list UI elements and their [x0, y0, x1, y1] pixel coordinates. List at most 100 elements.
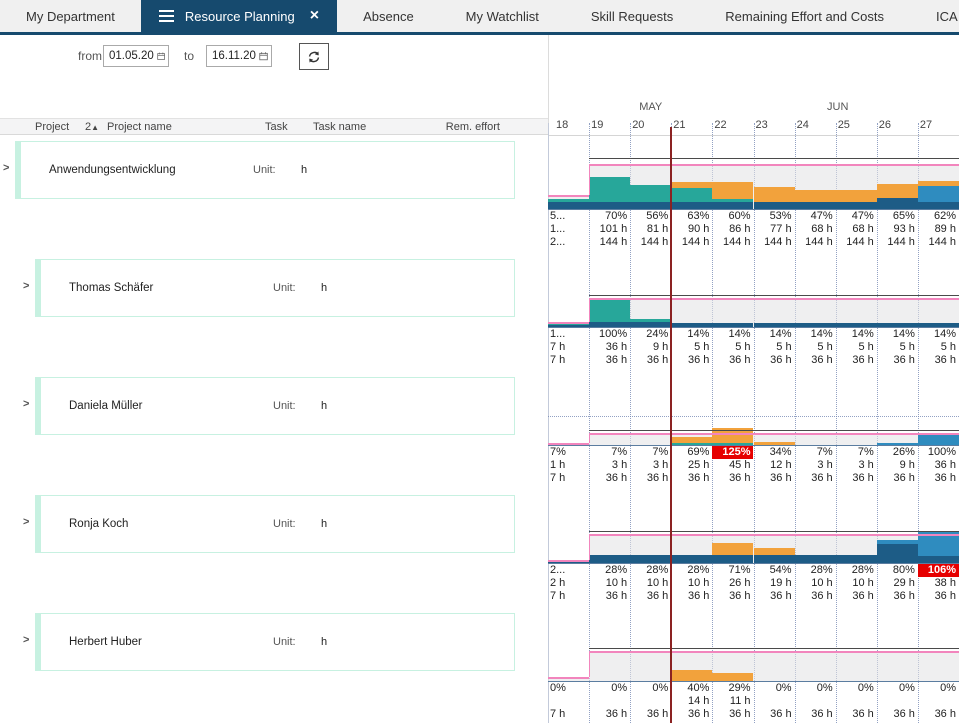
col-header-rem-effort[interactable]: Rem. effort	[446, 121, 500, 133]
tab-remaining-effort-and-costs[interactable]: Remaining Effort and Costs	[699, 0, 910, 32]
capacity-limit-line-first-week	[548, 195, 589, 197]
to-date-input[interactable]: 16.11.20	[206, 45, 272, 67]
tab-label: My Watchlist	[466, 9, 539, 24]
cell-hours-week-18	[548, 695, 589, 708]
tab-label: Absence	[363, 9, 414, 24]
cell-hours-week-25: 3 h	[836, 459, 877, 472]
cell-capacity-week-19: 144 h	[589, 236, 630, 249]
expander-chevron[interactable]: >	[23, 634, 35, 646]
resource-row-daniela-m-ller[interactable]: Daniela MüllerUnit:h	[35, 377, 515, 435]
week-label-24: 24	[797, 119, 809, 131]
capacity-limit-line-first-week	[548, 560, 589, 562]
workload-bar-teal	[630, 319, 671, 322]
col-header-project-name[interactable]: Project name	[107, 121, 172, 133]
resource-row-herbert-huber[interactable]: Herbert HuberUnit:h	[35, 613, 515, 671]
capacity-line-step	[589, 298, 590, 322]
unit-value: h	[301, 164, 307, 176]
cell-hours-week-21: 10 h	[671, 577, 712, 590]
expander-chevron[interactable]: >	[23, 280, 35, 292]
cell-hours-week-22: 45 h	[712, 459, 753, 472]
col-header-project[interactable]: Project	[35, 121, 69, 133]
main-area: from 01.05.20 to 16.11.20 Project 2▲	[0, 35, 959, 723]
cell-capacity-week-24: 144 h	[795, 236, 836, 249]
close-icon[interactable]: ×	[310, 8, 319, 24]
unit-label: Unit:	[273, 282, 296, 294]
tab-my-department[interactable]: My Department	[0, 0, 141, 32]
capacity-line-step	[589, 433, 590, 443]
month-label-may: MAY	[639, 101, 662, 113]
cell-percent-week-27: 14%	[918, 328, 959, 341]
sort-indicator[interactable]: 2▲	[85, 121, 99, 133]
calendar-icon[interactable]	[157, 50, 165, 62]
workload-bar-navy	[877, 544, 918, 564]
cell-hours-week-20: 9 h	[630, 341, 671, 354]
resource-row-thomas-sch-fer[interactable]: Thomas SchäferUnit:h	[35, 259, 515, 317]
cell-hours-week-25: 10 h	[836, 577, 877, 590]
cell-capacity-week-23: 36 h	[754, 590, 795, 603]
cell-hours-week-27: 5 h	[918, 341, 959, 354]
workload-bar-teal	[671, 188, 712, 202]
cell-capacity-week-21: 36 h	[671, 708, 712, 721]
cell-hours-week-24: 5 h	[795, 341, 836, 354]
cell-percent-week-18: 7%	[548, 446, 589, 459]
workload-bar-orange	[671, 182, 712, 188]
col-header-task-name[interactable]: Task name	[313, 121, 366, 133]
menu-icon[interactable]	[159, 10, 174, 22]
cell-percent-week-18: 5...	[548, 210, 589, 223]
workload-bar-orange	[754, 187, 795, 202]
grid-line-horizontal	[548, 416, 959, 417]
cell-hours-week-27: 89 h	[918, 223, 959, 236]
tab-label: Resource Planning	[185, 9, 295, 24]
expander-chevron[interactable]: >	[23, 516, 35, 528]
calendar-icon[interactable]	[259, 50, 268, 62]
cell-capacity-week-23: 36 h	[754, 708, 795, 721]
unit-value: h	[321, 518, 327, 530]
workload-bar-orange	[712, 543, 753, 555]
cell-hours-week-21: 90 h	[671, 223, 712, 236]
cell-hours-week-24: 3 h	[795, 459, 836, 472]
cell-percent-week-18: 1...	[548, 328, 589, 341]
resource-row-anwendungsentwicklung[interactable]: AnwendungsentwicklungUnit:h	[15, 141, 515, 199]
cell-capacity-week-26: 36 h	[877, 472, 918, 485]
refresh-button[interactable]	[299, 43, 329, 70]
capacity-limit-line-first-week	[548, 443, 589, 445]
cell-percent-week-27: 62%	[918, 210, 959, 223]
tab-my-watchlist[interactable]: My Watchlist	[440, 0, 565, 32]
cell-capacity-week-27: 144 h	[918, 236, 959, 249]
cell-capacity-week-18: 7 h	[548, 354, 589, 367]
tab-skill-requests[interactable]: Skill Requests	[565, 0, 699, 32]
cell-percent-week-21: 28%	[671, 564, 712, 577]
cell-hours-week-18: 1...	[548, 223, 589, 236]
capacity-limit-line-dark	[589, 648, 959, 649]
unit-value: h	[321, 282, 327, 294]
cell-hours-week-18: 1 h	[548, 459, 589, 472]
resource-row-ronja-koch[interactable]: Ronja KochUnit:h	[35, 495, 515, 553]
cell-capacity-week-22: 36 h	[712, 354, 753, 367]
workload-bar-orange	[671, 437, 712, 443]
cell-hours-week-23: 77 h	[754, 223, 795, 236]
tab-resource-planning[interactable]: Resource Planning ×	[141, 0, 337, 32]
cell-capacity-week-21: 144 h	[671, 236, 712, 249]
tab-absence[interactable]: Absence	[337, 0, 440, 32]
expander-chevron[interactable]: >	[3, 162, 15, 174]
workload-bar-orange	[754, 548, 795, 555]
cell-hours-week-19: 3 h	[589, 459, 630, 472]
cell-hours-week-19: 101 h	[589, 223, 630, 236]
cell-hours-week-21: 14 h	[671, 695, 712, 708]
from-date-input[interactable]: 01.05.20	[103, 45, 169, 67]
expander-chevron[interactable]: >	[23, 398, 35, 410]
cell-hours-week-19	[589, 695, 630, 708]
cell-hours-week-22: 26 h	[712, 577, 753, 590]
col-header-task[interactable]: Task	[265, 121, 288, 133]
cell-capacity-week-19: 36 h	[589, 472, 630, 485]
week-label-25: 25	[838, 119, 850, 131]
cell-capacity-week-25: 36 h	[836, 590, 877, 603]
tab-ica[interactable]: ICA	[910, 0, 959, 32]
cell-percent-week-19: 70%	[589, 210, 630, 223]
cell-percent-week-25: 28%	[836, 564, 877, 577]
week-label-20: 20	[632, 119, 644, 131]
cell-percent-week-25: 14%	[836, 328, 877, 341]
capacity-line-step	[589, 651, 590, 677]
cell-percent-week-23: 14%	[754, 328, 795, 341]
cell-percent-week-21: 63%	[671, 210, 712, 223]
